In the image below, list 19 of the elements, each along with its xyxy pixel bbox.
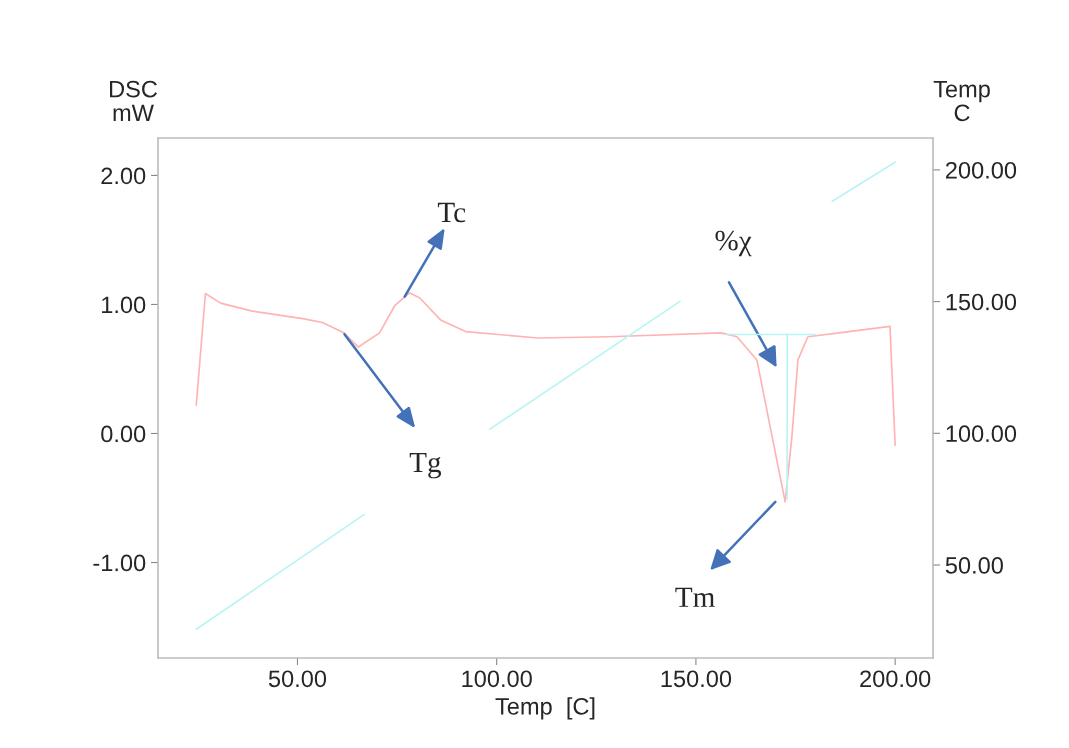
y2-axis-title: Temp C xyxy=(933,81,990,122)
y-tick-label: 1.00 xyxy=(102,296,146,314)
y2-tick-label: 150.00 xyxy=(946,293,1017,311)
y-tick-label: 0.00 xyxy=(101,425,146,443)
y-tick-label: 2.00 xyxy=(101,167,146,185)
x-tick-label: 200.00 xyxy=(860,670,931,688)
y2-tick-label: 100.00 xyxy=(946,425,1017,443)
x-axis-title: Temp [C] xyxy=(495,697,595,720)
x-tick-label: 50.00 xyxy=(268,670,327,688)
annotation: Tm xyxy=(675,587,715,607)
y-tick-label: -1.00 xyxy=(93,554,146,572)
annotation: %χ xyxy=(715,230,752,257)
y2-tick-label: 50.00 xyxy=(945,557,1003,574)
y-axis-title: DSC mW xyxy=(110,80,158,121)
x-tick-label: 150.00 xyxy=(661,670,732,688)
x-tick-label: 100.00 xyxy=(462,670,532,688)
annotation: Tg xyxy=(409,452,442,479)
annotation: Tc xyxy=(437,202,466,223)
y2-tick-label: 200.00 xyxy=(945,161,1017,179)
